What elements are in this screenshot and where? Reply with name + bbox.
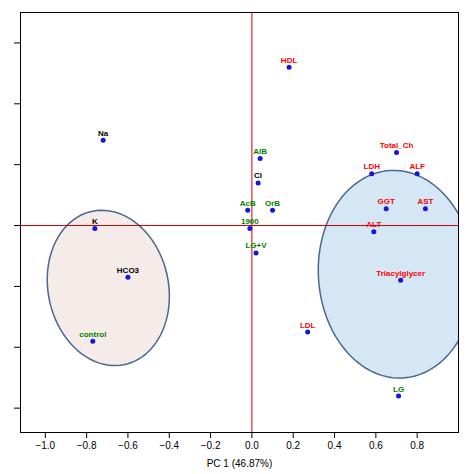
svg-text:−0.2: −0.2: [201, 440, 221, 451]
svg-text:Total_Ch: Total_Ch: [380, 141, 414, 150]
svg-text:AlB: AlB: [253, 147, 267, 156]
svg-text:−0.6: −0.6: [118, 440, 138, 451]
svg-text:0.8: 0.8: [410, 440, 424, 451]
svg-text:0.0: 0.0: [245, 440, 259, 451]
svg-text:control: control: [79, 330, 106, 339]
svg-text:0.4: 0.4: [328, 440, 342, 451]
svg-text:LG+V: LG+V: [245, 241, 267, 250]
svg-text:Cl: Cl: [254, 171, 262, 180]
svg-text:0.6: 0.6: [369, 440, 383, 451]
svg-text:LG: LG: [393, 385, 404, 394]
svg-text:−1.0: −1.0: [35, 440, 55, 451]
svg-text:Triacylglycer: Triacylglycer: [376, 269, 425, 278]
svg-text:LDH: LDH: [363, 162, 380, 171]
svg-text:OrB: OrB: [265, 199, 280, 208]
svg-text:ALT: ALT: [366, 220, 381, 229]
svg-text:AST: AST: [417, 197, 433, 206]
svg-text:K: K: [92, 217, 98, 226]
svg-text:−0.8: −0.8: [77, 440, 97, 451]
svg-text:Na: Na: [98, 129, 109, 138]
svg-text:0.2: 0.2: [286, 440, 300, 451]
svg-text:HCO3: HCO3: [117, 266, 140, 275]
svg-text:HDL: HDL: [281, 56, 298, 65]
svg-text:ALF: ALF: [409, 162, 425, 171]
svg-text:−0.4: −0.4: [159, 440, 179, 451]
svg-text:AcB: AcB: [240, 199, 256, 208]
svg-text:PC 1 (46.87%): PC 1 (46.87%): [207, 458, 273, 469]
svg-text:GGT: GGT: [378, 197, 395, 206]
svg-text:1900: 1900: [241, 217, 259, 226]
svg-text:LDL: LDL: [300, 321, 316, 330]
